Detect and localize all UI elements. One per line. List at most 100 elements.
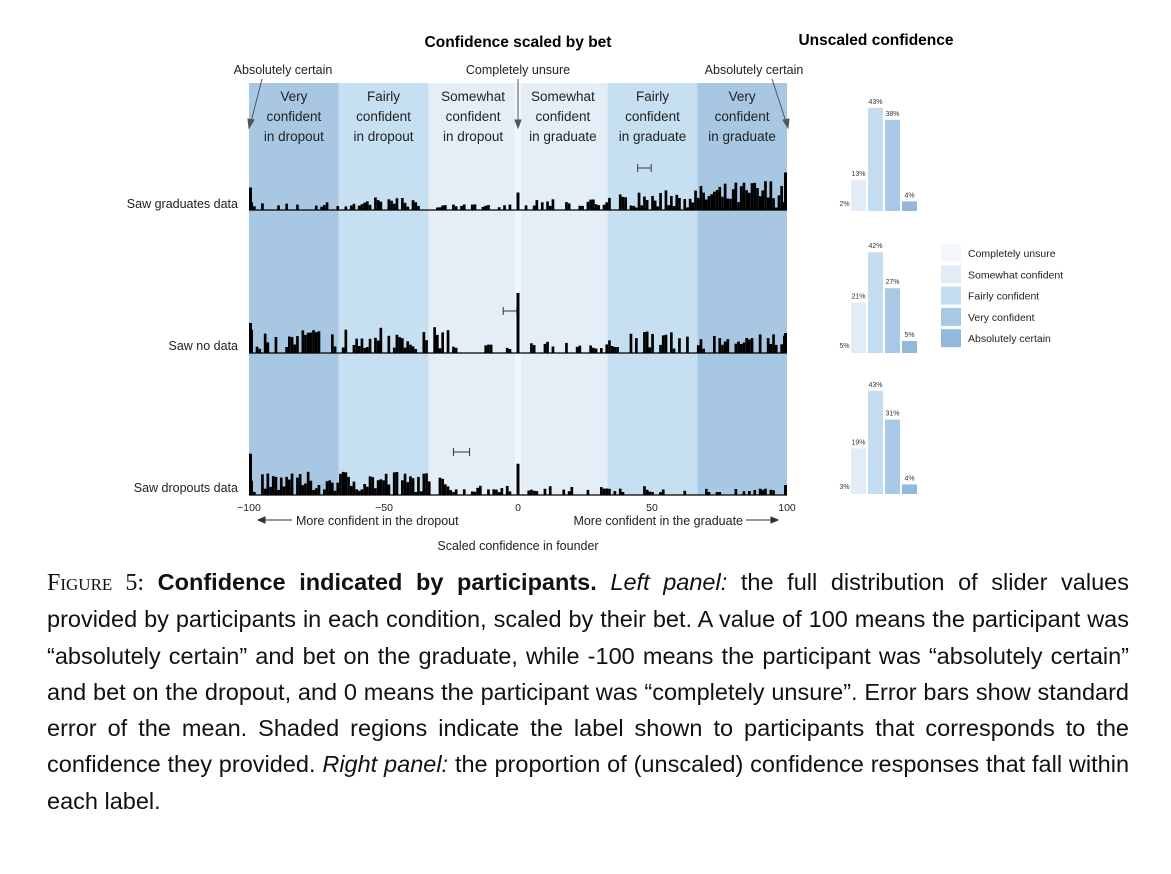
x-direction-right: More confident in the graduate (573, 514, 743, 528)
histogram-bar (589, 345, 592, 353)
histogram-bar (470, 204, 474, 210)
region-label: in graduate (708, 129, 776, 144)
histogram-bar (277, 489, 280, 495)
histogram-bar (470, 491, 474, 495)
histogram-bar (745, 190, 748, 210)
histogram-bar (414, 202, 418, 210)
histogram-bar (301, 330, 305, 353)
histogram-bar (535, 491, 539, 495)
region-label: confident (356, 109, 411, 124)
histogram-bar (274, 476, 278, 495)
histogram-bar (686, 336, 689, 353)
histogram-bar (296, 204, 299, 210)
x-direction-left: More confident in the dropout (296, 514, 459, 528)
histogram-bar (333, 490, 337, 495)
shaded-regions (249, 83, 787, 495)
unscaled-bar (851, 448, 866, 494)
legend-label: Very confident (968, 312, 1035, 324)
region-label: Very (729, 89, 756, 104)
histogram-bar (360, 338, 364, 353)
histogram-bar (395, 472, 399, 495)
shaded-region (428, 83, 518, 495)
histogram-bar (774, 344, 778, 353)
unscaled-bar-label: 42% (868, 243, 882, 250)
histogram-bar (699, 339, 703, 353)
right-panel-title: Unscaled confidence (798, 32, 953, 49)
region-label: Somewhat (441, 89, 505, 104)
right-direction-arrow (746, 516, 780, 524)
histogram-bar (734, 489, 738, 495)
histogram-bar (390, 200, 393, 210)
histogram-bar (368, 204, 372, 210)
histogram-spike (249, 187, 252, 210)
histogram-bar (336, 206, 340, 210)
histogram-spike (249, 453, 252, 495)
histogram-bar (331, 482, 334, 495)
histogram-bar (610, 346, 614, 353)
caption-text-1: the full distribution of slider values p… (47, 569, 1129, 778)
unscaled-bar-label: 5% (904, 332, 914, 339)
histogram-bar (355, 338, 358, 353)
histogram-bar (659, 492, 662, 495)
histogram-bar (320, 206, 323, 210)
histogram-bar (444, 484, 447, 495)
region-label: Somewhat (531, 89, 595, 104)
histogram-bar (328, 480, 332, 495)
histogram-bar (621, 196, 625, 210)
histogram-bar (336, 482, 340, 495)
histogram-bar (532, 345, 536, 353)
histogram-bar (366, 201, 369, 210)
histogram-bar (449, 490, 453, 495)
histogram-bar (325, 481, 329, 495)
histogram-bar (438, 348, 442, 353)
histogram-bar (508, 204, 512, 210)
histogram-bar (739, 344, 743, 353)
histogram-bar (258, 348, 262, 353)
histogram-bar (543, 488, 547, 495)
histogram-bar (261, 203, 264, 210)
region-label: in dropout (443, 129, 503, 144)
histogram-bar (452, 346, 455, 353)
histogram-bar (721, 196, 724, 210)
x-tick-label: −50 (375, 502, 393, 514)
unscaled-bar (868, 390, 883, 494)
histogram-bar (374, 337, 377, 353)
histogram-bar (401, 338, 404, 353)
histogram-bar (527, 490, 531, 495)
right-panel-label: Right panel: (322, 751, 449, 778)
unscaled-bar-label: 27% (885, 279, 899, 286)
histogram-bar (312, 490, 315, 495)
unscaled-bar (902, 201, 917, 211)
histogram-bar (312, 330, 315, 353)
histogram-bar (368, 338, 372, 353)
histogram-bar (479, 485, 482, 495)
histogram-bar (565, 342, 568, 353)
histogram-bar (271, 476, 275, 495)
histogram-bar (508, 349, 512, 353)
figure-label: Figure 5: (47, 570, 145, 596)
unscaled-bar-label: 3% (839, 484, 849, 491)
histogram-bar (414, 492, 418, 495)
histogram-bar (635, 207, 638, 210)
histogram-bar (705, 488, 708, 495)
histogram-bar (675, 194, 679, 210)
histogram-bar (562, 489, 566, 495)
histogram-bar (766, 338, 770, 353)
histogram-bar (314, 332, 318, 353)
histogram-bar (436, 207, 439, 210)
histogram-bar (366, 486, 369, 495)
histogram-bar (540, 202, 544, 210)
histogram-bar (594, 348, 598, 353)
histogram-bar (742, 182, 746, 210)
histogram-bar (411, 200, 415, 210)
histogram-bar (481, 206, 485, 210)
histogram-bar (357, 346, 361, 353)
histogram-bar (678, 338, 681, 353)
histogram-bar (707, 492, 711, 495)
unscaled-bar-label: 13% (851, 171, 865, 178)
histogram-bar (290, 337, 294, 353)
histogram-bar (600, 487, 603, 495)
histogram-bar (661, 335, 665, 353)
histogram-bar (376, 340, 380, 353)
histogram-bar (742, 342, 746, 353)
